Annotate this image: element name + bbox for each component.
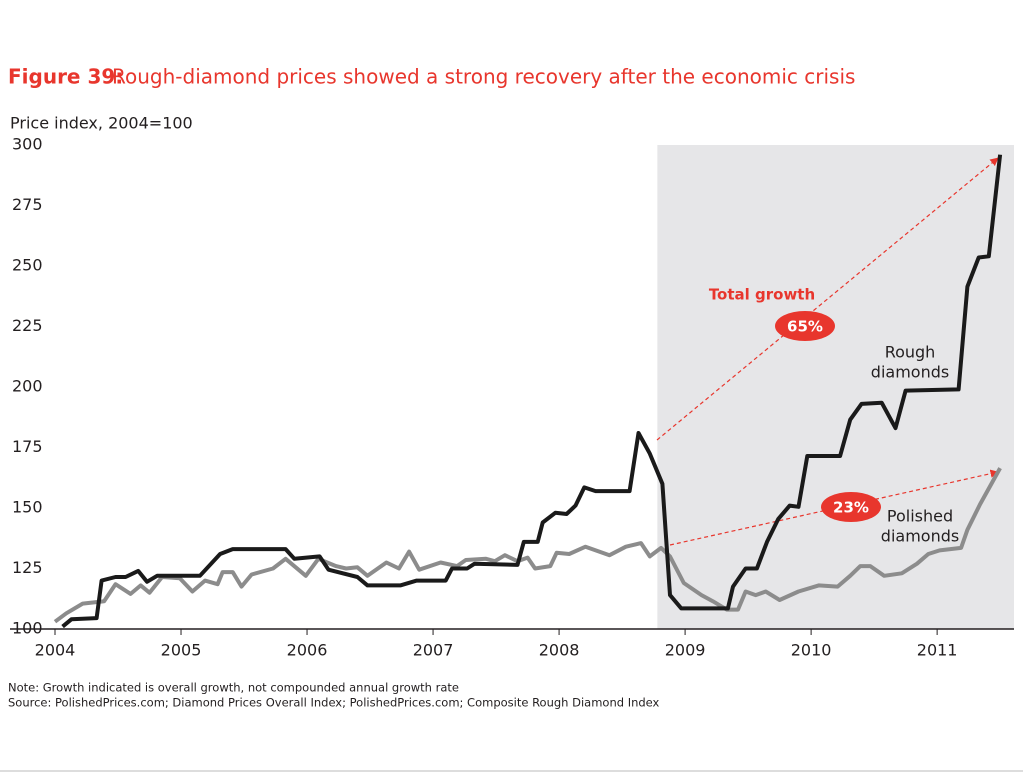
x-tick-label: 2006: [287, 641, 328, 660]
source: Source: PolishedPrices.com; Diamond Pric…: [8, 696, 660, 710]
y-tick-label: 100: [12, 619, 43, 638]
series-label: diamonds: [871, 363, 949, 382]
y-tick-label: 225: [12, 316, 43, 335]
series-label: diamonds: [881, 527, 959, 546]
y-tick-label: 250: [12, 256, 43, 275]
y-tick-label: 175: [12, 437, 43, 456]
growth-arrow: [656, 157, 999, 441]
series-label: Rough: [885, 343, 936, 362]
note: Note: Growth indicated is overall growth…: [8, 681, 459, 695]
y-tick-label: 275: [12, 195, 43, 214]
x-tick-label: 2008: [539, 641, 580, 660]
y-axis-label: Price index, 2004=100: [10, 114, 193, 133]
badge: [821, 492, 881, 522]
annotation: 65%: [787, 318, 823, 336]
series-label: Polished: [887, 507, 953, 526]
annotation: Total growth: [709, 286, 815, 304]
y-tick-label: 300: [12, 135, 43, 154]
series-line: [53, 467, 1002, 624]
x-tick-label: 2005: [161, 641, 202, 660]
x-tick-label: 2010: [791, 641, 832, 660]
annotation: 23%: [833, 499, 869, 517]
chart-title: Rough-diamond prices showed a strong rec…: [112, 65, 855, 89]
y-tick-label: 125: [12, 558, 43, 577]
y-tick-label: 150: [12, 498, 43, 517]
series-line: [61, 154, 1003, 629]
figure-label: Figure 39:: [8, 65, 123, 89]
y-tick-label: 200: [12, 377, 43, 396]
x-tick-label: 2004: [35, 641, 76, 660]
x-tick-label: 2011: [917, 641, 958, 660]
badge: [775, 311, 835, 341]
x-tick-label: 2007: [413, 641, 454, 660]
x-tick-label: 2009: [665, 641, 706, 660]
